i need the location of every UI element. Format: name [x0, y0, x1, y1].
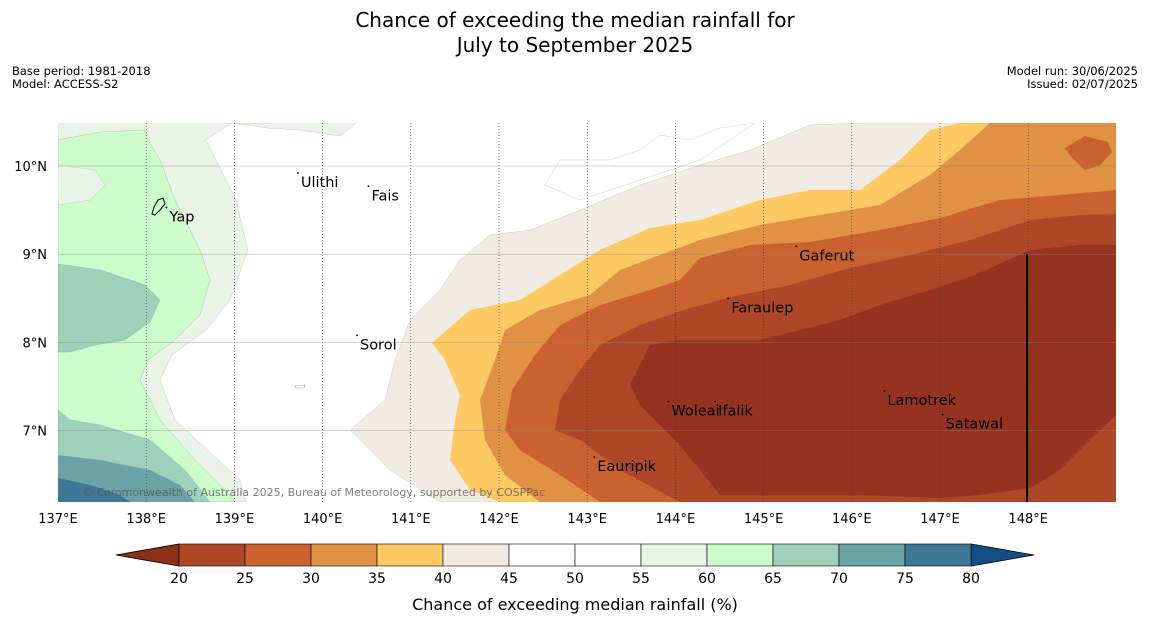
- model-run: Model run: 30/06/2025: [1006, 64, 1138, 78]
- place-marker: [941, 413, 944, 416]
- place-label-sorol: Sorol: [360, 337, 397, 353]
- colorbar-swatch: [640, 543, 708, 567]
- place-marker: [367, 185, 370, 188]
- lon-tick-label: 137°E: [38, 512, 78, 527]
- colorbar-tick-label: 30: [302, 571, 320, 587]
- lat-tick-label: 10°N: [14, 160, 47, 175]
- colorbar-tick-label: 45: [500, 571, 518, 587]
- colorbar-tick-label: 60: [698, 571, 716, 587]
- place-label-eauripik: Eauripik: [597, 459, 656, 475]
- place-label-satawal: Satawal: [946, 417, 1003, 433]
- colorbar-tick-label: 35: [368, 571, 386, 587]
- lon-tick-label: 140°E: [303, 512, 343, 527]
- colorbar: 20 25 30 35 40 45 50 55 60 65 70 75 80: [115, 543, 1035, 587]
- colorbar-swatch: [442, 543, 510, 567]
- colorbar-swatch: [838, 543, 906, 567]
- colorbar-tick-label: 65: [764, 571, 782, 587]
- place-marker: [667, 400, 670, 403]
- colorbar-swatch: [904, 543, 972, 567]
- colorbar-swatch: [178, 543, 246, 567]
- colorbar-extend-low: [115, 543, 180, 567]
- place-label-lamotrek: Lamotrek: [887, 393, 956, 409]
- axis-labels: 137°E 138°E 139°E 140°E 141°E 142°E 143°E 144°E…: [14, 160, 1048, 527]
- lat-tick-label: 9°N: [23, 248, 48, 263]
- lon-tick-label: 148°E: [1008, 512, 1048, 527]
- lon-tick-label: 142°E: [479, 512, 519, 527]
- band-55-60-patch: [58, 164, 106, 206]
- place-marker: [727, 297, 730, 300]
- lat-tick-label: 7°N: [23, 425, 48, 440]
- colorbar-swatch: [574, 543, 642, 567]
- colorbar-swatch: [706, 543, 774, 567]
- title-line-1: Chance of exceeding the median rainfall …: [355, 8, 795, 32]
- place-marker: [356, 334, 358, 337]
- colorbar-swatch: [772, 543, 840, 567]
- lon-tick-label: 138°E: [126, 512, 166, 527]
- place-label-fais: Fais: [371, 188, 398, 204]
- place-marker: [593, 456, 596, 458]
- place-labels: Yap Ulithi Fais Gaferut Faraulep Sorol WoleaiI…: [165, 172, 1003, 475]
- place-label-gaferut: Gaferut: [799, 248, 854, 264]
- lat-tick-label: 8°N: [23, 336, 48, 351]
- colorbar-label: Chance of exceeding median rainfall (%): [412, 595, 738, 614]
- place-marker: [297, 172, 299, 174]
- colorbar-tick-label: 80: [962, 571, 980, 587]
- colorbar-tick-label: 40: [434, 571, 452, 587]
- band-75-80: [58, 478, 130, 502]
- colorbar-tick-label: 70: [830, 571, 848, 587]
- place-label-woleai: Woleai: [671, 403, 719, 419]
- place-marker: [714, 400, 716, 403]
- lon-tick-label: 145°E: [744, 512, 784, 527]
- attribution: © Commonwealth of Australia 2025, Bureau…: [82, 486, 545, 499]
- colorbar-tick-label: 75: [896, 571, 914, 587]
- band-below-20: [630, 245, 1116, 498]
- place-label-yap: Yap: [168, 209, 194, 225]
- band-45-50-contour: [544, 123, 756, 201]
- colorbar-swatch: [508, 543, 576, 567]
- colorbar-tick-label: 50: [566, 571, 584, 587]
- band-20-25-south: [1020, 485, 1116, 502]
- issued-date: Issued: 02/07/2025: [1027, 77, 1138, 91]
- map-title: Chance of exceeding the median rainfall …: [0, 8, 1150, 58]
- band-65-70: [58, 263, 161, 353]
- lon-tick-label: 139°E: [215, 512, 255, 527]
- graticule: [58, 123, 1116, 502]
- colorbar-extend-high: [970, 543, 1035, 567]
- meta-right: Model run: 30/06/2025 Issued: 02/07/2025: [1007, 65, 1138, 91]
- meta-left: Base period: 1981-2018 Model: ACCESS-S2: [12, 65, 151, 91]
- yap-island: [151, 197, 166, 216]
- lon-tick-label: 146°E: [832, 512, 872, 527]
- place-marker: [165, 206, 168, 209]
- place-marker: [883, 390, 886, 392]
- place-label-faraulep: Faraulep: [731, 300, 793, 316]
- colorbar-tick-label: 55: [632, 571, 650, 587]
- title-line-2: July to September 2025: [456, 33, 694, 57]
- lon-tick-label: 143°E: [567, 512, 607, 527]
- colorbar-tick-label: 20: [170, 571, 188, 587]
- colorbar-tick-label: 25: [236, 571, 254, 587]
- base-period: Base period: 1981-2018: [12, 64, 151, 78]
- place-label-ulithi: Ulithi: [301, 175, 339, 191]
- lon-tick-label: 147°E: [920, 512, 960, 527]
- place-label-ifalik: Ifalik: [718, 403, 753, 419]
- colorbar-swatch: [244, 543, 312, 567]
- colorbar-swatch: [310, 543, 378, 567]
- colorbar-swatch: [376, 543, 444, 567]
- lon-tick-label: 144°E: [656, 512, 696, 527]
- lon-tick-label: 141°E: [391, 512, 431, 527]
- place-marker: [795, 245, 798, 248]
- small-contour: [294, 384, 306, 389]
- model-name: Model: ACCESS-S2: [12, 77, 119, 91]
- band-25-30-patch: [1065, 136, 1112, 170]
